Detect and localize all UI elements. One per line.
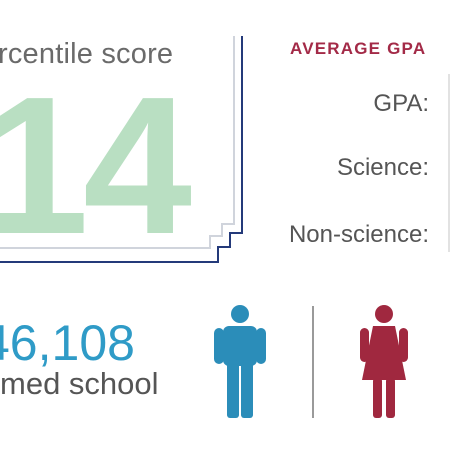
female-person-icon (360, 305, 408, 418)
non-science-gpa-label: Non-science: (288, 221, 429, 248)
score-card-frame (0, 36, 243, 263)
score-label: rcentile score (0, 38, 174, 70)
gpa-column-divider (448, 74, 450, 252)
gender-divider (312, 306, 314, 418)
score-value: 14 (0, 56, 192, 275)
applicants-number: 46,108 (0, 315, 135, 371)
applicants-label: med school (0, 366, 159, 401)
male-person-icon (214, 305, 266, 418)
science-gpa-label: Science: (336, 154, 429, 181)
gpa-heading: AVERAGE GPA (290, 39, 427, 58)
gpa-label: GPA: (373, 90, 429, 117)
